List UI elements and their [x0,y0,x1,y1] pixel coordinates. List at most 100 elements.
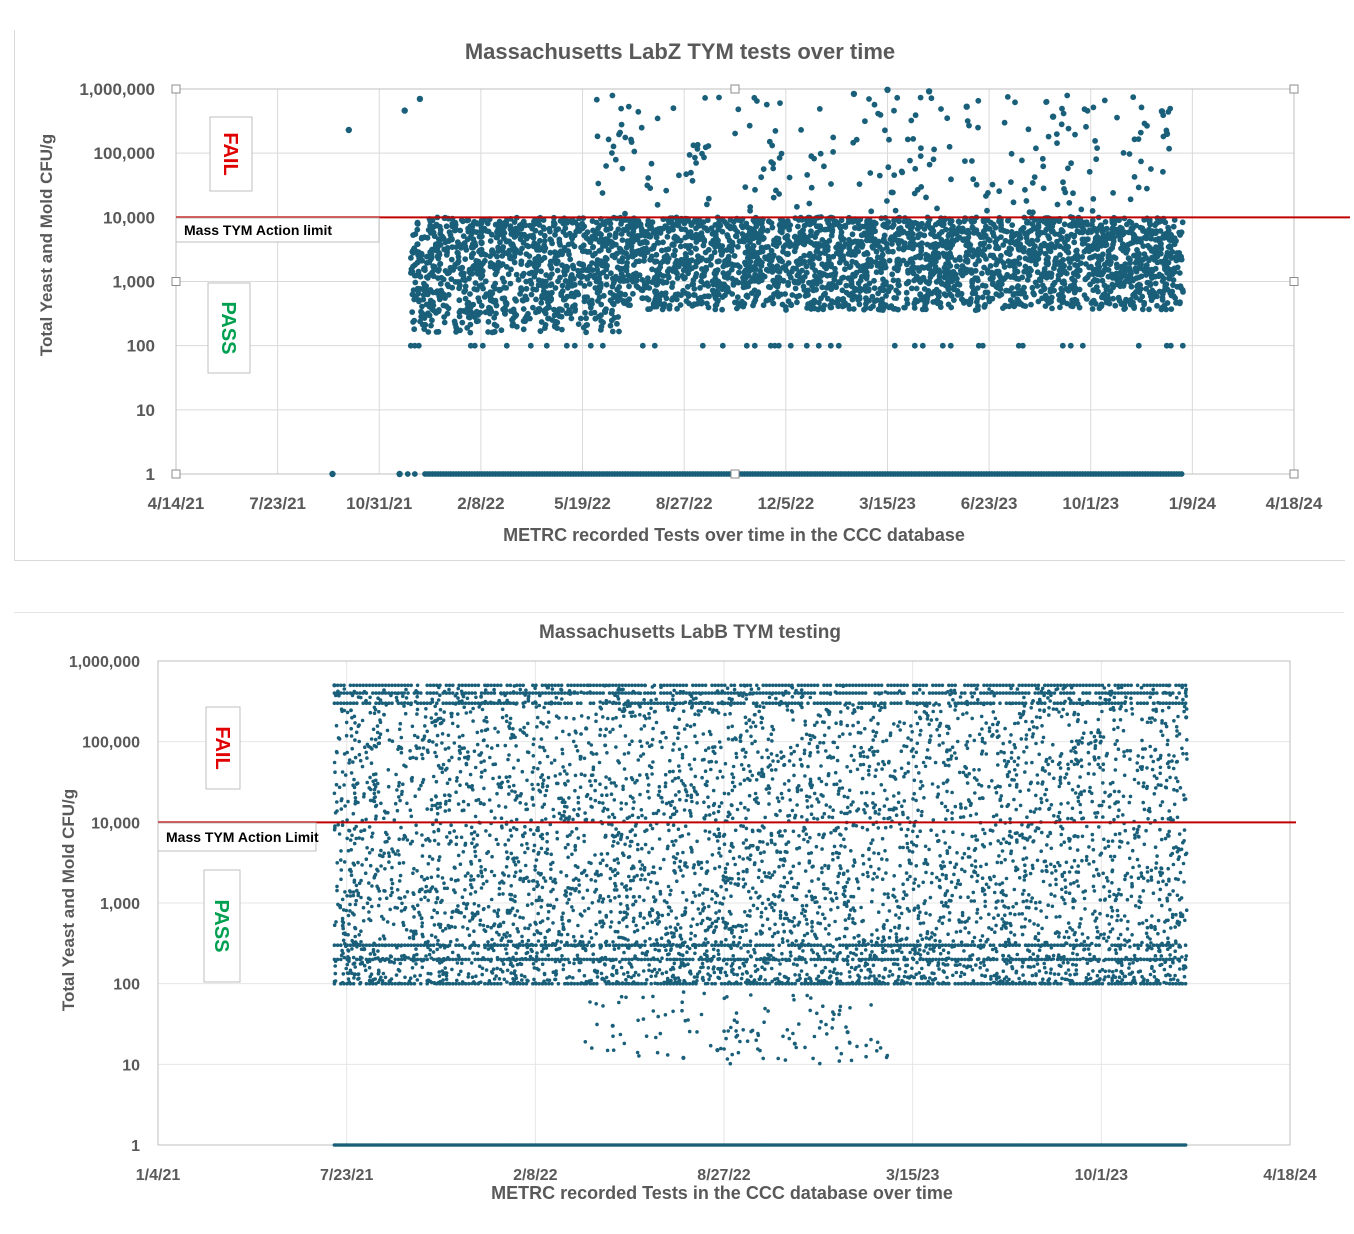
data-point [586,299,593,306]
x-tick-label: 6/23/23 [961,494,1018,513]
data-point [456,297,463,304]
data-point [697,893,702,897]
data-point [905,244,912,251]
data-point [1051,279,1058,286]
data-point [766,261,773,268]
data-point [1128,270,1134,277]
data-point [938,106,944,112]
data-point [1003,287,1009,294]
data-point [660,225,666,232]
data-point [421,326,428,332]
data-point [1173,299,1179,306]
data-point [1060,257,1066,263]
data-point [963,269,970,275]
data-point [626,224,633,231]
data-point [938,237,945,243]
data-point [617,129,623,136]
data-point [1147,282,1154,288]
data-point [1076,267,1083,274]
data-point [778,291,784,298]
data-point [996,218,1002,225]
data-point [744,280,750,287]
data-point [568,315,575,322]
data-point [580,242,587,249]
data-point [1099,277,1106,284]
data-point [1127,240,1134,247]
data-point [955,225,962,231]
data-point [659,278,666,285]
data-point [1144,185,1150,192]
data-point [768,220,775,227]
data-point [839,287,846,294]
data-point [699,342,706,349]
selection-handle [730,84,740,94]
data-point [917,771,921,775]
data-point [441,314,447,320]
data-point [705,195,712,202]
data-point [759,234,766,241]
data-point [419,310,426,317]
data-point [640,239,646,246]
data-point [770,277,777,284]
data-point [731,253,738,259]
data-point [906,219,913,225]
data-point [461,799,466,804]
data-point [1049,113,1057,120]
data-point [1097,235,1104,242]
data-point [673,296,680,303]
data-point [808,153,815,160]
data-point [941,291,948,297]
data-point [462,256,469,262]
data-point [864,251,871,257]
data-point [609,307,615,314]
data-point [630,236,637,243]
data-point [808,184,815,191]
data-point [1149,275,1155,281]
data-point [989,181,996,188]
data-point [1120,150,1127,156]
data-point [729,242,736,249]
data-point [1056,217,1062,224]
data-point [856,181,863,188]
data-point [1016,255,1023,261]
data-point [894,94,901,101]
data-point [779,258,785,265]
data-point [428,322,434,329]
data-point [670,105,677,112]
data-point [589,267,596,273]
data-point [1125,748,1130,753]
data-point [596,230,603,237]
data-point [828,226,835,233]
data-point [491,321,498,328]
data-point [513,271,520,278]
x-tick-label: 3/15/23 [859,494,916,513]
data-point [1082,276,1089,282]
data-point [507,280,514,287]
data-point [742,184,749,191]
data-point [1034,237,1041,243]
data-point [720,263,727,270]
data-point [986,226,993,232]
data-point [803,263,810,270]
data-point [567,256,574,263]
data-point [736,269,742,276]
data-point [1029,180,1036,186]
data-point [1043,226,1050,233]
data-point [985,295,992,301]
data-point [608,270,614,277]
data-point [1140,228,1146,234]
data-point [995,279,1002,286]
data-point [1179,342,1186,349]
data-point [878,255,885,261]
data-point [599,190,606,196]
data-point [683,298,690,304]
data-point [1120,229,1127,236]
data-point [811,305,818,312]
chart-title: Massachusetts LabZ TYM tests over time [465,39,895,64]
data-point [1019,342,1026,349]
data-point [345,126,352,134]
data-point [1131,252,1137,259]
data-point [590,244,596,251]
data-point [928,230,934,237]
data-point [612,156,619,163]
